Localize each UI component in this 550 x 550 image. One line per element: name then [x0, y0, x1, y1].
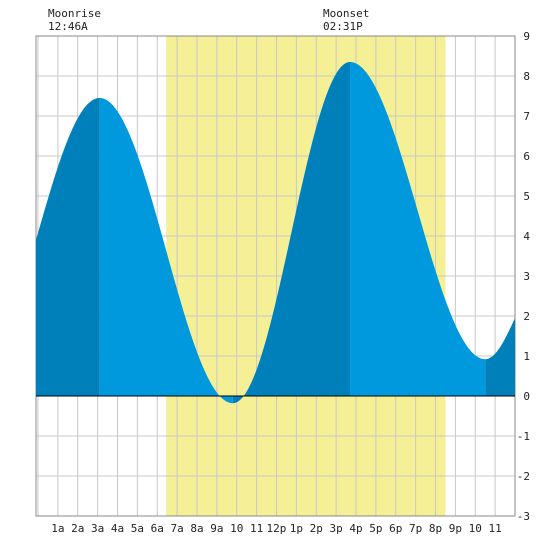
x-tick-label: 6p: [389, 522, 402, 535]
x-tick-label: 7a: [170, 522, 183, 535]
y-tick-label: -1: [517, 430, 530, 443]
tide-area: [36, 62, 515, 404]
x-tick-label: 12p: [267, 522, 287, 535]
x-tick-label: 1p: [290, 522, 303, 535]
x-tick-label: 4p: [349, 522, 362, 535]
y-tick-label: 6: [523, 150, 530, 163]
x-tick-label: 3a: [91, 522, 104, 535]
y-tick-label: -3: [517, 510, 530, 523]
x-axis-ticks: 1a 2a 3a 4a 5a 6a 7a 8a 9a 10 11 12p 1p 2p 3p 4p 5p 6p 7p 8…: [51, 522, 502, 535]
x-tick-label: 10: [469, 522, 482, 535]
x-tick-label: 8p: [429, 522, 442, 535]
x-tick-label: 1a: [51, 522, 64, 535]
moonrise-time: 12:46A: [48, 20, 88, 33]
y-tick-label: 5: [523, 190, 530, 203]
moonset-label: Moonset: [323, 7, 369, 20]
x-tick-label: 5a: [131, 522, 144, 535]
y-tick-label: -2: [517, 470, 530, 483]
y-tick-label: 2: [523, 310, 530, 323]
x-tick-label: 11: [250, 522, 263, 535]
x-tick-label: 4a: [111, 522, 124, 535]
y-tick-label: 3: [523, 270, 530, 283]
x-tick-label: 7p: [409, 522, 422, 535]
x-tick-label: 6a: [151, 522, 164, 535]
moonset-time: 02:31P: [323, 20, 363, 33]
y-tick-label: 7: [523, 110, 530, 123]
y-tick-label: 1: [523, 350, 530, 363]
x-tick-label: 10: [230, 522, 243, 535]
tide-segment-rising: [36, 98, 100, 396]
x-tick-label: 8a: [190, 522, 203, 535]
x-tick-label: 2p: [310, 522, 323, 535]
x-tick-label: 9p: [449, 522, 462, 535]
x-tick-label: 11: [488, 522, 501, 535]
tide-segment-falling: [350, 62, 486, 396]
tide-segment-rising: [485, 318, 515, 396]
moonrise-label: Moonrise: [48, 7, 101, 20]
y-tick-label: 8: [523, 70, 530, 83]
x-tick-label: 5p: [369, 522, 382, 535]
y-tick-label: 0: [523, 390, 530, 403]
x-tick-label: 2a: [71, 522, 84, 535]
tide-segment-rising: [232, 62, 351, 404]
y-tick-label: 9: [523, 30, 530, 43]
y-axis-ticks: -3 -2 -1 0 1 2 3 4 5 6 7 8 9: [517, 30, 531, 523]
tide-segment-falling: [99, 98, 233, 404]
x-tick-label: 9a: [210, 522, 223, 535]
x-tick-label: 3p: [329, 522, 342, 535]
y-tick-label: 4: [523, 230, 530, 243]
